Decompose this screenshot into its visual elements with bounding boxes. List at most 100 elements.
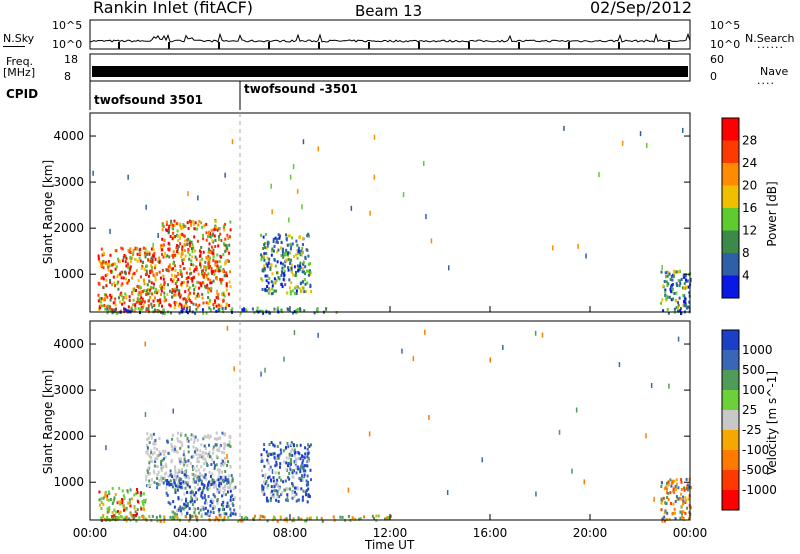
range-gate-cell	[292, 475, 295, 479]
range-gate-cell	[200, 494, 203, 498]
range-gate-cell	[181, 506, 184, 510]
range-gate-cell	[116, 282, 119, 286]
range-gate-cell	[171, 448, 174, 452]
range-gate-cell	[305, 479, 308, 483]
range-gate-cell	[180, 485, 183, 489]
range-gate-cell	[679, 309, 682, 313]
range-gate-cell	[163, 238, 166, 242]
range-gate-cell	[180, 498, 183, 502]
range-gate-cell	[308, 495, 311, 498]
range-gate-cell	[211, 472, 214, 476]
range-gate-cell	[182, 297, 185, 301]
range-gate-cell	[678, 496, 681, 500]
range-gate-cell	[156, 519, 159, 523]
range-gate-cell	[118, 259, 121, 263]
range-gate-cell	[187, 248, 190, 251]
range-gate-cell	[172, 250, 175, 254]
range-gate-cell	[684, 297, 687, 301]
range-gate-cell	[226, 464, 229, 467]
range-gate-cell	[685, 278, 687, 282]
range-gate-cell	[187, 475, 189, 479]
range-gate-cell	[202, 268, 205, 272]
scatter-echo	[233, 366, 235, 372]
range-gate-cell	[227, 460, 229, 464]
range-gate-cell	[169, 304, 172, 308]
range-gate-cell	[221, 470, 223, 474]
range-gate-cell	[98, 306, 101, 310]
range-gate-cell	[200, 245, 203, 249]
range-gate-cell	[181, 247, 184, 251]
range-gate-cell	[212, 255, 215, 259]
range-gate-cell	[300, 465, 302, 469]
range-gate-cell	[146, 438, 149, 442]
range-gate-cell	[161, 268, 164, 272]
range-gate-cell	[301, 270, 304, 274]
range-gate-cell	[385, 516, 388, 520]
range-gate-cell	[673, 479, 676, 483]
range-gate-cell	[260, 453, 263, 457]
range-gate-cell	[307, 494, 310, 498]
range-gate-cell	[341, 515, 344, 519]
range-gate-cell	[152, 253, 155, 257]
range-gate-cell	[683, 304, 686, 308]
range-gate-cell	[665, 481, 668, 485]
range-gate-cell	[684, 511, 687, 515]
range-gate-cell	[166, 254, 169, 258]
range-gate-cell	[175, 274, 178, 278]
range-gate-cell	[276, 454, 279, 458]
range-gate-cell	[207, 232, 210, 236]
range-gate-cell	[114, 510, 117, 514]
range-gate-cell	[678, 284, 681, 288]
range-gate-cell	[266, 285, 269, 288]
range-gate-cell	[225, 304, 228, 308]
range-gate-cell	[299, 477, 301, 481]
range-gate-cell	[121, 515, 124, 519]
range-gate-cell	[207, 277, 210, 281]
range-gate-cell	[184, 503, 187, 507]
range-gate-cell	[265, 252, 268, 255]
range-gate-cell	[113, 508, 116, 512]
range-gate-cell	[166, 229, 169, 233]
range-gate-cell	[201, 496, 204, 500]
y-tick-label: 2000	[53, 221, 84, 235]
range-gate-cell	[156, 291, 159, 295]
scatter-echo	[302, 139, 305, 145]
scatter-echo	[197, 195, 199, 201]
range-gate-cell	[677, 270, 680, 274]
range-gate-cell	[225, 288, 228, 292]
range-gate-cell	[208, 470, 211, 474]
range-gate-cell	[214, 505, 217, 509]
range-gate-cell	[129, 488, 132, 492]
range-gate-cell	[143, 282, 146, 286]
range-gate-cell	[295, 272, 297, 275]
range-gate-cell	[254, 514, 256, 518]
nave-label: Nave	[760, 65, 789, 78]
range-gate-cell	[298, 264, 301, 268]
range-gate-cell	[172, 262, 175, 266]
range-gate-cell	[152, 286, 155, 290]
range-gate-cell	[107, 260, 110, 264]
range-gate-cell	[302, 262, 305, 266]
range-gate-cell	[229, 465, 232, 468]
range-gate-cell	[214, 464, 216, 468]
range-gate-cell	[132, 298, 135, 302]
range-gate-cell	[296, 248, 299, 252]
range-gate-cell	[189, 299, 192, 303]
range-gate-cell	[193, 511, 196, 515]
range-gate-cell	[210, 483, 213, 486]
colorbar-swatch	[722, 140, 739, 164]
range-gate-cell	[307, 262, 310, 266]
range-gate-cell	[199, 478, 202, 482]
range-gate-cell	[105, 260, 107, 264]
range-gate-cell	[142, 503, 145, 507]
range-gate-cell	[204, 460, 207, 464]
range-gate-cell	[176, 509, 179, 513]
range-gate-cell	[103, 296, 106, 300]
range-gate-cell	[109, 309, 112, 313]
range-gate-cell	[106, 273, 109, 276]
range-gate-cell	[110, 308, 113, 312]
range-gate-cell	[217, 448, 220, 452]
range-gate-cell	[105, 284, 108, 288]
range-gate-cell	[212, 279, 215, 283]
range-gate-cell	[219, 444, 222, 448]
